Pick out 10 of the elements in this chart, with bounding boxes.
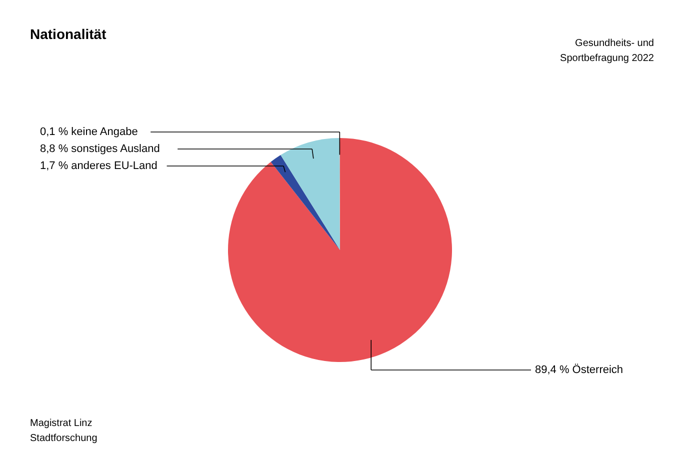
slice-label: 1,7 % anderes EU-Land [40, 160, 158, 172]
pie-slice [270, 155, 340, 250]
slice-label: 0,1 % keine Angabe [40, 126, 138, 138]
slice-label: 8,8 % sonstiges Ausland [40, 143, 160, 155]
chart-title: Nationalität [30, 26, 107, 42]
text: Magistrat Linz Stadtforschung [30, 418, 98, 444]
slice-label: 89,4 % Österreich [535, 362, 624, 376]
pie-slice [228, 138, 452, 362]
chart-subtitle: Gesundheits- und Sportbefragung 2022 [560, 38, 654, 64]
pie-slice [280, 138, 340, 250]
